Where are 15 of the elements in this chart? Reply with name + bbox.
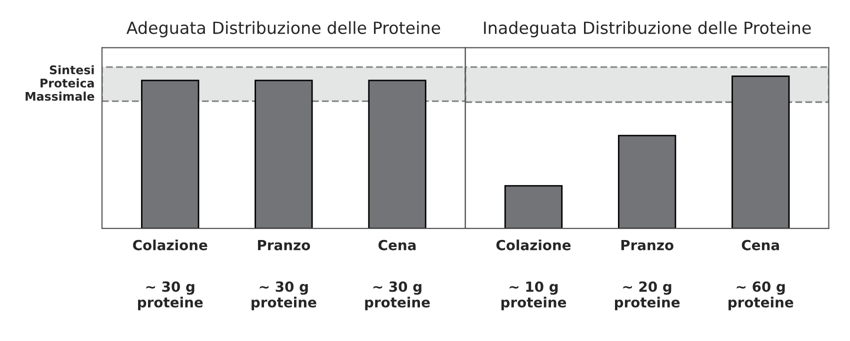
x-tick-label: Cena (742, 240, 779, 250)
chart-title: Adeguata Distribuzione delle Proteine (126, 21, 440, 38)
x-tick-label: Colazione (133, 240, 208, 250)
text: ~ 60 g proteine (728, 281, 794, 310)
x-tick-label: Colazione (496, 240, 571, 250)
x-tick-label: Pranzo (621, 240, 674, 250)
text: ~ 20 g proteine (615, 281, 680, 310)
text: ~ 10 g proteine (501, 281, 566, 310)
x-tick-label: Cena (378, 240, 416, 250)
text: ~ 30 g proteine (365, 281, 430, 310)
band-label: Sintesi Proteica Massimale (26, 65, 94, 101)
text: ~ 30 g proteine (252, 281, 316, 310)
chart-title: Inadeguata Distribuzione delle Proteine (484, 21, 811, 38)
x-tick-label: Pranzo (258, 240, 310, 250)
text: ~ 30 g proteine (138, 281, 203, 310)
